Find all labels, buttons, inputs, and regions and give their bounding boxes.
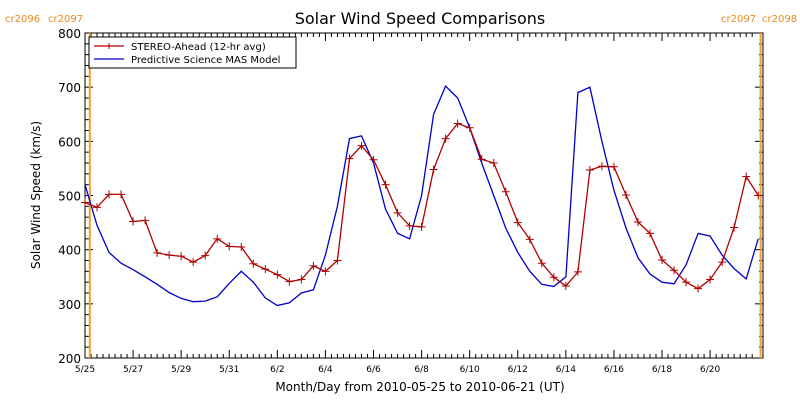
data-point: [646, 229, 654, 238]
y-tick-label: 500: [58, 190, 81, 204]
data-point: [249, 259, 258, 268]
data-point: [345, 154, 354, 163]
x-tick-label: 6/4: [318, 365, 333, 375]
data-point: [237, 242, 246, 251]
data-point: [405, 221, 414, 230]
legend-marker: [106, 43, 112, 49]
x-tick-label: 6/20: [700, 365, 720, 375]
data-point: [742, 172, 751, 181]
x-tick-label: 5/29: [171, 365, 191, 375]
x-tick-label: 6/10: [460, 365, 480, 375]
data-point: [381, 180, 390, 189]
data-point: [489, 159, 498, 167]
data-point: [573, 267, 582, 276]
data-point: [682, 278, 691, 287]
chart-title: Solar Wind Speed Comparisons: [295, 9, 546, 28]
data-point: [261, 265, 270, 274]
data-point: [309, 261, 318, 270]
data-point: [225, 242, 234, 251]
data-point: [537, 259, 546, 268]
data-point: [754, 191, 763, 200]
data-point: [501, 187, 510, 196]
data-point: [357, 141, 366, 150]
data-point: [465, 123, 474, 132]
x-tick-label: 6/18: [652, 365, 672, 375]
x-tick-label: 6/2: [270, 365, 284, 375]
x-tick-label: 6/8: [414, 365, 429, 375]
data-point: [273, 270, 282, 279]
y-axis-label: Solar Wind Speed (km/s): [29, 121, 43, 269]
data-point: [706, 275, 715, 284]
data-point: [177, 252, 186, 261]
data-point: [621, 190, 630, 199]
data-point: [658, 255, 667, 264]
series-line: [84, 122, 759, 290]
rotation-label-left: cr2096: [5, 14, 40, 25]
x-tick-label: 6/6: [366, 365, 381, 375]
data-point: [369, 155, 378, 164]
plot-layer: 200 300 400 500 600 700 800 5/25 5/27 5/29 5/31 6/2…: [5, 14, 797, 375]
data-point: [189, 258, 198, 267]
x-tick-label: 6/12: [508, 365, 528, 375]
data-point: [417, 222, 426, 231]
data-point: [201, 251, 210, 260]
data-point: [393, 208, 402, 217]
data-point: [453, 119, 462, 128]
data-point: [633, 218, 642, 227]
legend-box: [88, 36, 297, 69]
x-tick-label: 6/16: [604, 365, 624, 375]
data-point: [285, 277, 294, 286]
rotation-label-right: cr2097: [48, 14, 83, 25]
legend-label: Predictive Science MAS Model: [131, 55, 280, 66]
data-point: [129, 217, 138, 226]
data-point: [81, 198, 89, 207]
data-point: [670, 266, 679, 275]
x-tick-label: 5/27: [123, 365, 143, 375]
data-point: [105, 190, 114, 199]
data-point: [609, 162, 618, 171]
y-tick-label: 800: [58, 27, 81, 41]
x-axis-label: Month/Day from 2010-05-25 to 2010-06-21 …: [275, 380, 564, 394]
x-tick-label: 5/31: [219, 365, 239, 375]
data-point: [321, 267, 330, 276]
data-point: [429, 165, 438, 174]
rotation-label-left: cr2097: [721, 14, 756, 25]
data-point: [333, 256, 342, 265]
plot-frame: [84, 32, 764, 359]
data-point: [561, 281, 570, 290]
y-tick-label: 400: [58, 244, 81, 258]
data-point: [597, 162, 606, 171]
data-point: [153, 248, 162, 257]
data-point: [549, 273, 558, 282]
y-tick-label: 600: [58, 135, 81, 149]
data-point: [165, 251, 174, 260]
data-point: [718, 258, 727, 267]
rotation-label-right: cr2098: [762, 14, 797, 25]
x-tick-label: 6/14: [556, 365, 576, 375]
data-point: [93, 203, 102, 212]
legend-label: STEREO-Ahead (12-hr avg): [131, 42, 266, 53]
data-point: [213, 234, 222, 243]
data-point: [117, 190, 126, 199]
data-point: [513, 218, 522, 227]
y-tick-label: 300: [58, 298, 81, 312]
data-point: [441, 134, 450, 143]
data-point: [694, 284, 703, 293]
y-tick-label: 200: [58, 352, 81, 366]
series-line: [84, 84, 759, 307]
data-point: [297, 275, 306, 284]
data-point: [477, 155, 486, 164]
data-point: [141, 216, 150, 225]
data-point: [585, 166, 594, 175]
data-point: [525, 235, 534, 244]
data-point: [730, 223, 739, 232]
y-tick-label: 700: [58, 81, 81, 95]
x-tick-label: 5/25: [75, 365, 95, 375]
